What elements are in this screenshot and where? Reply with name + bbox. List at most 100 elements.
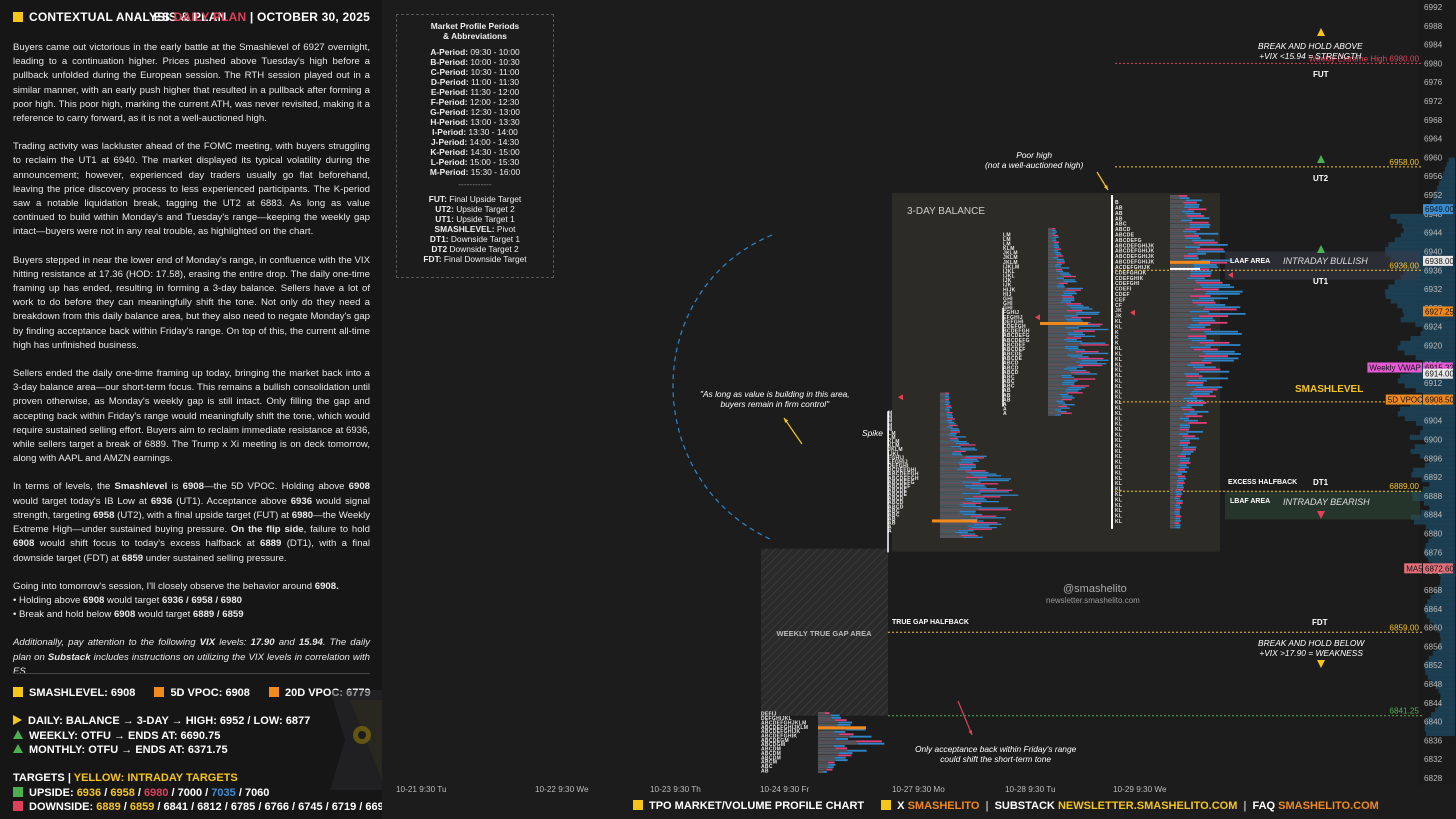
tpo-bar — [1170, 475, 1178, 478]
tpo-bar — [1048, 320, 1068, 322]
tpo-bar — [1048, 287, 1068, 290]
tpo-letters: AB — [888, 521, 896, 527]
tpo-letters: DEFIJ — [761, 712, 777, 718]
dt1-label: DT1 — [1313, 478, 1329, 487]
tpo-bar — [1170, 333, 1206, 335]
tpo-letters: ABCD — [1003, 361, 1019, 367]
tpo-bar — [818, 747, 836, 750]
tpo-bar — [1170, 401, 1189, 404]
abbr-def-row: DT1: Downside Target 1 — [429, 234, 521, 244]
tpo-bar — [940, 411, 947, 414]
tpo-bar — [1048, 400, 1057, 402]
tpo-letters: KL — [1115, 378, 1122, 384]
tpo-letters: ABCDEFGHIJK — [1115, 243, 1155, 249]
targets-upside: UPSIDE: 6936 / 6958 / 6980 / 7000 / 7035… — [13, 787, 269, 799]
watermark-url: newsletter.smashelito.com — [1046, 596, 1140, 605]
y-tick-label: 6860 — [1424, 624, 1443, 633]
smashlevel-square-icon — [13, 687, 23, 697]
abbr-def-row: SMASHLEVEL: Pivot — [434, 224, 516, 234]
tpo-bar — [1048, 251, 1055, 254]
tpo-bar — [940, 426, 947, 428]
tpo-bar — [1048, 371, 1072, 373]
tpo-letters: LM — [1003, 232, 1011, 238]
tpo-bar — [1170, 208, 1189, 211]
tpo-bar — [1170, 308, 1204, 311]
tpo-bar — [940, 528, 969, 530]
tpo-bar — [1170, 439, 1180, 442]
tpo-letters: JKLM — [1003, 255, 1018, 261]
abbr-period-row: D-Period: 11:00 - 11:30 — [430, 77, 520, 87]
tpo-letters: KL — [1115, 389, 1122, 395]
volume-profile-bar — [1422, 326, 1455, 332]
tpo-letters: ABCDEGM — [761, 738, 789, 744]
tpo-bar — [1170, 295, 1211, 297]
tpo-bar — [1048, 299, 1063, 302]
es-label: ES — [153, 10, 171, 24]
volume-profile-bar — [1426, 613, 1455, 619]
volume-profile-bar — [1427, 599, 1455, 605]
y-tick-label: 6828 — [1424, 774, 1443, 783]
tpo-bar — [940, 499, 966, 501]
footer-substack-link[interactable]: NEWSLETTER.SMASHELITO.COM — [1057, 800, 1238, 812]
abbr-divider: ------------ — [458, 179, 492, 189]
tpo-letters: AB — [1003, 397, 1011, 403]
abbreviations-box: Market Profile Periods & Abbreviations A-… — [396, 14, 554, 278]
tpo-bar — [1170, 515, 1176, 518]
smashlevel-value: SMASHLEVEL: 6908 — [29, 687, 136, 699]
tpo-bar — [940, 460, 962, 462]
abbr-period-row: A-Period: 09:30 - 10:00 — [430, 47, 520, 57]
annotation-arrow — [783, 417, 803, 445]
tpo-bar — [1048, 378, 1075, 380]
footer-faq-link[interactable]: SMASHELITO.COM — [1278, 800, 1379, 812]
y-tick-label: 6876 — [1424, 548, 1443, 557]
tpo-bar — [1170, 433, 1180, 435]
tpo-bar — [818, 728, 847, 731]
tpo-bar — [818, 733, 840, 736]
volume-profile-bar — [1400, 274, 1455, 281]
target-value: 6958 — [110, 787, 135, 799]
footer-x-link[interactable]: SMASHELITO — [907, 800, 980, 812]
header-date-group: ES DAILY PLAN | OCTOBER 30, 2025 — [154, 10, 370, 24]
volume-profile-bar — [1412, 495, 1455, 502]
tpo-bar — [940, 479, 978, 482]
tpo-bar — [1048, 231, 1053, 233]
tpo-bar — [818, 714, 831, 717]
poor-high-note: Poor high (not a well-auctioned high) — [985, 150, 1084, 170]
volume-profile-bar — [1432, 651, 1455, 657]
volume-profile-bar — [1426, 730, 1455, 737]
tpo-bar — [1048, 349, 1069, 351]
tpo-letters: IJK — [1003, 278, 1012, 284]
intraday-bullish-label: INTRADAY BULLISH — [1283, 256, 1368, 266]
tpo-bar — [818, 742, 858, 745]
volume-profile-bar — [1423, 500, 1455, 506]
tpo-bar — [818, 763, 829, 766]
tpo-bar — [1170, 491, 1182, 493]
tpo-letters: A — [888, 525, 892, 531]
price-badge — [1423, 204, 1453, 215]
tpo-bar — [1170, 435, 1183, 438]
analysis-vix-note: Additionally, pay attention to the follo… — [13, 637, 371, 677]
tpo-letters: KL — [1115, 324, 1122, 330]
volume-profile-bar — [1403, 227, 1455, 234]
tpo-bar — [1170, 401, 1207, 404]
tpo-arrow — [1228, 271, 1233, 278]
tpo-letters: CDEF — [1115, 292, 1130, 298]
tpo-bar — [1048, 277, 1057, 279]
tpo-letters: DEFGHIJKL — [761, 716, 792, 722]
tpo-bar — [1170, 288, 1195, 291]
x-tick-label: 10-29 9:30 We — [1113, 785, 1167, 794]
volume-profile-bar — [1424, 604, 1455, 610]
tpo-bar — [1170, 424, 1190, 427]
tpo-letters: JKLM — [888, 447, 903, 453]
tpo-bar — [940, 515, 971, 517]
tpo-bar — [1170, 446, 1184, 449]
tpo-bar — [1048, 262, 1058, 264]
chart-canvas[interactable]: 3-DAY BALANCE WEEKLY TRUE GAP AREA Weekly … — [382, 0, 1456, 819]
volume-profile-bar — [1404, 416, 1455, 422]
tpo-chart[interactable]: 3-DAY BALANCE WEEKLY TRUE GAP AREA Weekly … — [382, 0, 1456, 819]
tpo-letters: ABC — [1003, 384, 1015, 390]
volume-profile-bar — [1422, 486, 1455, 492]
tpo-bar — [1170, 462, 1181, 464]
tpo-bar — [1048, 327, 1066, 329]
volume-profile-bar — [1384, 289, 1455, 295]
